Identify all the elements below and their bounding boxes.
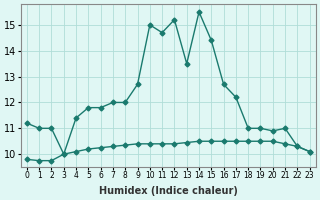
- X-axis label: Humidex (Indice chaleur): Humidex (Indice chaleur): [99, 186, 238, 196]
